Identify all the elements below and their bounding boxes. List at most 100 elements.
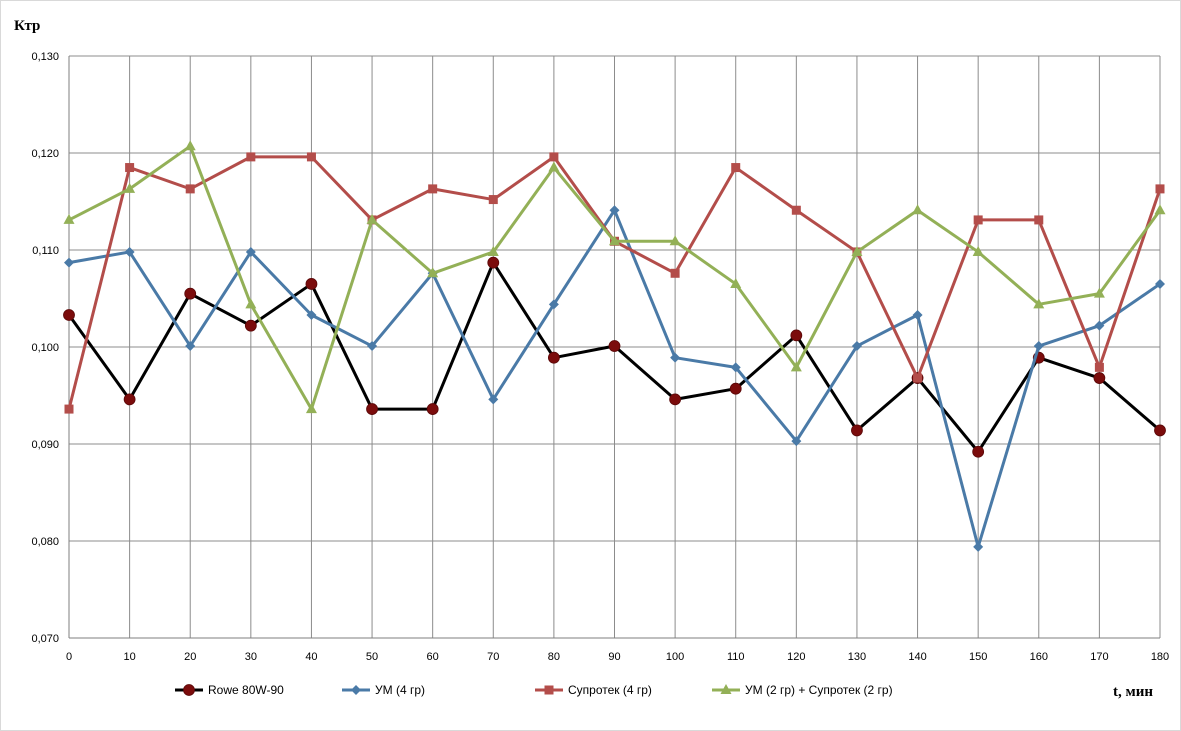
y-tick-label: 0,110 xyxy=(32,245,59,257)
data-point xyxy=(730,362,741,373)
data-point xyxy=(912,204,924,215)
legend-item: УМ (2 гр) + Супротек (2 гр) xyxy=(712,683,893,697)
legend-label: Супротек (4 гр) xyxy=(568,683,652,697)
data-point xyxy=(1094,362,1104,372)
y-tick-label: 0,080 xyxy=(31,536,59,548)
x-tick-label: 80 xyxy=(548,651,560,663)
data-point xyxy=(185,341,196,352)
data-point xyxy=(427,267,439,278)
data-point xyxy=(973,215,983,225)
data-point xyxy=(63,213,75,224)
x-tick-label: 160 xyxy=(1030,651,1048,663)
data-point xyxy=(488,394,499,405)
data-point xyxy=(790,361,802,372)
x-tick-label: 150 xyxy=(969,651,987,663)
x-tick-label: 0 xyxy=(66,651,72,663)
data-point xyxy=(791,205,801,215)
data-point xyxy=(973,541,984,552)
x-tick-label: 110 xyxy=(727,651,745,663)
data-point xyxy=(729,382,742,395)
data-point xyxy=(185,184,195,194)
data-point xyxy=(245,298,257,309)
data-point xyxy=(246,152,256,162)
data-point xyxy=(125,163,135,173)
y-tick-label: 0,070 xyxy=(31,633,59,645)
data-point xyxy=(609,205,620,216)
x-tick-label: 140 xyxy=(908,651,926,663)
data-point xyxy=(184,140,196,151)
x-tick-label: 30 xyxy=(245,651,257,663)
x-tick-label: 40 xyxy=(305,651,317,663)
x-tick-label: 20 xyxy=(184,651,196,663)
data-point xyxy=(972,245,984,256)
x-tick-label: 130 xyxy=(848,651,866,663)
data-point xyxy=(730,277,742,288)
legend-item: Супротек (4 гр) xyxy=(535,683,652,697)
data-point xyxy=(184,287,197,300)
data-point xyxy=(609,235,620,246)
data-point xyxy=(64,404,74,414)
x-tick-label: 10 xyxy=(123,651,135,663)
data-point xyxy=(670,268,680,278)
data-point xyxy=(912,309,923,320)
data-point xyxy=(1155,278,1165,289)
legend-label: УМ (2 гр) + Супротек (2 гр) xyxy=(745,683,893,697)
data-point xyxy=(366,403,378,415)
legend-label: УМ (4 гр) xyxy=(375,683,425,697)
x-axis-title: t, мин xyxy=(1113,684,1153,700)
data-point xyxy=(547,351,560,364)
x-tick-label: 180 xyxy=(1151,651,1169,663)
y-axis-title: Ктр xyxy=(14,18,40,34)
data-point xyxy=(1093,372,1106,384)
data-point xyxy=(366,213,378,224)
series-3 xyxy=(63,140,1166,414)
data-point xyxy=(731,163,741,173)
data-point xyxy=(123,393,136,406)
data-point xyxy=(488,195,498,205)
data-point xyxy=(851,341,862,352)
data-point xyxy=(63,309,75,321)
data-point xyxy=(851,245,863,256)
data-point xyxy=(548,299,559,310)
x-tick-label: 60 xyxy=(427,651,439,663)
legend-item: Rowe 80W-90 xyxy=(175,683,284,697)
data-point xyxy=(124,182,136,193)
data-point xyxy=(487,245,499,256)
data-point xyxy=(1034,215,1044,225)
data-point xyxy=(1154,204,1166,215)
legend: Rowe 80W-90 УМ (4 гр) Супротек (4 гр) УМ (2… xyxy=(175,683,893,697)
data-point xyxy=(244,319,257,332)
data-point xyxy=(305,403,317,414)
y-tick-label: 0,120 xyxy=(31,148,59,160)
data-point xyxy=(306,152,316,162)
series-1 xyxy=(64,205,1165,552)
data-point xyxy=(790,329,803,342)
data-point xyxy=(669,235,681,246)
series-0 xyxy=(63,256,1166,458)
data-point xyxy=(306,309,317,320)
x-tick-label: 170 xyxy=(1090,651,1108,663)
x-tick-label: 50 xyxy=(366,651,378,663)
data-point xyxy=(972,445,985,458)
data-point xyxy=(670,352,681,363)
x-tick-label: 90 xyxy=(608,651,620,663)
data-point xyxy=(548,161,560,172)
data-point xyxy=(64,257,74,268)
legend-marker xyxy=(720,684,732,694)
data-point xyxy=(1154,424,1166,437)
data-point xyxy=(851,424,863,437)
data-point xyxy=(367,341,378,352)
data-point xyxy=(549,152,559,162)
legend-label: Rowe 80W-90 xyxy=(208,683,284,697)
data-point xyxy=(1094,320,1105,331)
data-point xyxy=(428,184,438,194)
series-lines xyxy=(63,140,1166,552)
axes: 0,070 0,080 0,090 0,100 0,110 0,120 0,130 0 10 20… xyxy=(31,51,1169,663)
x-tick-label: 100 xyxy=(666,651,684,663)
data-point xyxy=(669,393,682,406)
data-point xyxy=(913,373,923,383)
x-tick-label: 70 xyxy=(487,651,499,663)
data-point xyxy=(245,246,256,257)
